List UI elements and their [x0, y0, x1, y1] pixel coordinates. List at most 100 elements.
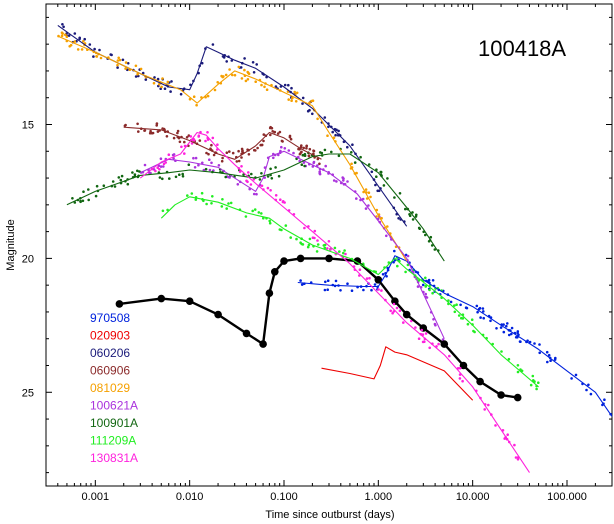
data-point — [305, 147, 308, 150]
data-point — [549, 359, 552, 363]
data-point — [379, 170, 383, 174]
data-point — [158, 176, 162, 179]
data-point — [121, 58, 125, 62]
data-point — [538, 351, 541, 355]
data-point — [529, 383, 533, 387]
data-point — [162, 127, 166, 131]
data-point — [220, 205, 224, 208]
data-point — [204, 167, 208, 171]
data-point — [326, 279, 330, 283]
data-point — [343, 249, 346, 252]
data-point — [67, 34, 71, 37]
legend-entry: 130831A — [90, 451, 138, 465]
data-point — [364, 188, 368, 191]
data-point — [179, 92, 183, 96]
data-point — [368, 276, 371, 280]
data-point — [481, 307, 485, 310]
data-point — [455, 303, 458, 307]
data-point — [395, 306, 399, 310]
data-point — [291, 96, 294, 100]
data-point — [217, 164, 221, 167]
data-point — [241, 149, 244, 152]
data-point — [300, 242, 304, 246]
data-point — [431, 279, 435, 282]
data-point — [428, 288, 431, 292]
data-point — [389, 309, 393, 313]
data-point — [350, 289, 354, 293]
data-point — [546, 360, 549, 364]
legend: 970508 020903 060206 060906 081029 100621A 100… — [90, 311, 138, 465]
data-point — [243, 57, 246, 60]
data-point — [312, 149, 315, 152]
data-point — [168, 177, 171, 180]
data-point — [404, 207, 407, 211]
data-point — [355, 171, 358, 175]
data-point — [367, 191, 371, 194]
data-point — [124, 61, 128, 64]
data-point — [197, 134, 201, 137]
data-point — [274, 85, 278, 88]
data-point — [252, 192, 256, 196]
data-point — [408, 213, 411, 216]
data-point — [350, 162, 353, 166]
data-point — [406, 263, 410, 267]
series-line — [160, 196, 539, 388]
legend-entry: 111209A — [90, 434, 136, 448]
data-point — [476, 310, 479, 314]
data-point — [238, 170, 242, 173]
data-point — [506, 322, 509, 325]
data-point — [303, 154, 307, 157]
data-point — [262, 216, 265, 220]
data-point — [277, 174, 281, 178]
data-point — [194, 198, 198, 201]
data-point — [424, 292, 428, 296]
data-point — [532, 379, 535, 382]
data-point — [370, 170, 374, 174]
data-point — [116, 66, 119, 69]
data-point — [482, 316, 486, 320]
data-point — [344, 252, 347, 256]
data-point — [339, 289, 342, 292]
legend-entry: 020903 — [90, 329, 130, 343]
x-tick-label: 0.010 — [176, 491, 204, 503]
data-point — [221, 198, 224, 201]
data-point — [280, 228, 283, 232]
data-point — [149, 129, 152, 133]
data-point — [88, 43, 92, 46]
data-point — [329, 248, 332, 251]
data-point — [124, 123, 127, 127]
data-point — [300, 283, 304, 286]
data-point — [327, 125, 330, 129]
data-point — [421, 283, 425, 287]
data-point — [465, 306, 469, 310]
legend-entry: 100901A — [90, 416, 138, 430]
series-line — [123, 126, 322, 160]
data-point — [255, 192, 258, 196]
data-point — [113, 185, 117, 188]
data-point — [116, 63, 119, 67]
data-point — [323, 116, 327, 119]
data-point — [231, 73, 234, 77]
data-point — [397, 217, 400, 220]
data-point — [260, 172, 263, 175]
data-point — [295, 237, 298, 241]
data-point — [306, 245, 310, 249]
data-point — [466, 322, 470, 326]
x-tick-label: 100.000 — [547, 491, 587, 503]
data-point — [290, 99, 293, 102]
data-point — [251, 209, 254, 213]
data-point — [209, 147, 212, 150]
data-point — [453, 310, 457, 314]
data-point — [351, 143, 354, 146]
data-point — [244, 79, 248, 83]
data-point — [176, 131, 179, 135]
data-point — [461, 379, 464, 383]
data-point — [83, 37, 86, 41]
data-point — [334, 133, 337, 137]
data-point — [416, 285, 420, 288]
data-point — [380, 289, 383, 292]
data-point — [131, 171, 134, 174]
data-point — [159, 157, 163, 160]
data-point — [94, 194, 98, 198]
y-axis-label: Magnitude — [5, 219, 17, 270]
